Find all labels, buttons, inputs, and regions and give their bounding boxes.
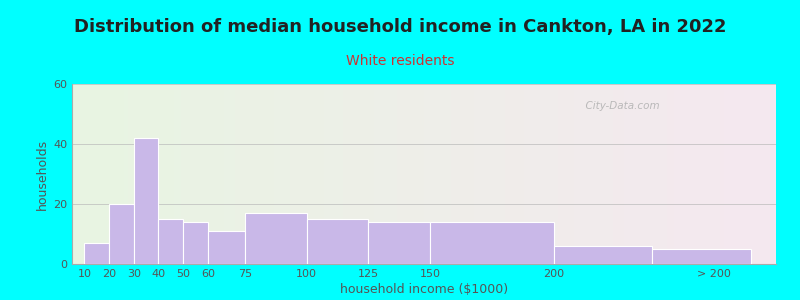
Bar <box>84 243 109 264</box>
Bar <box>208 231 245 264</box>
Bar <box>183 222 208 264</box>
Bar <box>554 246 653 264</box>
Text: City-Data.com: City-Data.com <box>579 100 659 111</box>
Bar <box>134 138 158 264</box>
Bar <box>158 219 183 264</box>
X-axis label: household income ($1000): household income ($1000) <box>340 283 508 296</box>
Text: White residents: White residents <box>346 54 454 68</box>
Bar <box>430 222 554 264</box>
Bar <box>306 219 369 264</box>
Bar <box>109 204 134 264</box>
Bar <box>245 213 306 264</box>
Y-axis label: households: households <box>36 138 49 210</box>
Text: Distribution of median household income in Cankton, LA in 2022: Distribution of median household income … <box>74 18 726 36</box>
Bar <box>653 249 751 264</box>
Bar <box>369 222 430 264</box>
